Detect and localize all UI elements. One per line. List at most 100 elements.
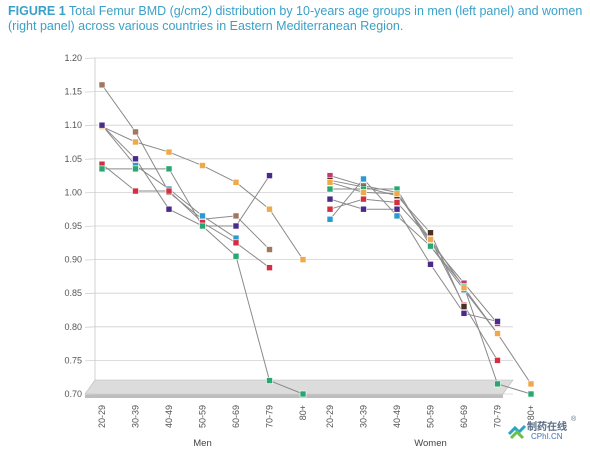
x-axis: 20-29 30-39 40-49 50-59 60-69 70-79 80+ Men 20-2… <box>97 405 536 449</box>
gridline-depth <box>84 225 96 227</box>
series-line-men-3 <box>101 124 270 227</box>
y-tick-label: 0.90 <box>64 255 82 265</box>
data-point-women-3-5 <box>494 357 501 364</box>
y-tick-label: 1.10 <box>64 120 82 130</box>
data-point-men-5-2 <box>165 165 173 173</box>
data-point-men-3-4 <box>232 222 240 230</box>
data-point-women-3-1 <box>360 195 367 203</box>
gridline-depth <box>84 393 96 395</box>
data-point-men-1-2 <box>165 148 173 156</box>
x-tick-label: 30-39 <box>359 405 369 428</box>
data-point-men-5-1 <box>132 165 139 173</box>
data-point-women-6-1 <box>360 189 367 196</box>
watermark-registered: ® <box>571 416 577 423</box>
data-point-men-1-1 <box>132 138 139 146</box>
y-tick-label: 0.70 <box>64 389 82 399</box>
x-tick-label: 40-49 <box>164 405 174 428</box>
data-point-men-3-5 <box>266 172 273 179</box>
x-tick-label: 80+ <box>298 405 308 420</box>
gridline-depth <box>84 259 96 261</box>
data-point-women-6-5 <box>494 330 501 337</box>
data-point-women-1-2 <box>393 212 401 220</box>
data-point-women-5-0 <box>326 185 334 193</box>
data-point-men-1-6 <box>299 256 307 263</box>
watermark-cn: 制药在线 <box>527 422 567 433</box>
cphi-logo-icon <box>507 424 527 440</box>
x-tick-label: 70-79 <box>265 405 275 428</box>
data-point-men-4-1 <box>132 187 139 195</box>
data-point-women-5-6 <box>527 390 535 398</box>
data-point-women-2-0 <box>326 195 334 203</box>
data-point-men-1-3 <box>199 162 206 169</box>
gridline-depth <box>84 91 96 93</box>
series-line-men-0 <box>101 84 270 250</box>
data-point-men-1-5 <box>266 205 273 213</box>
x-tick-label: 20-29 <box>325 405 335 428</box>
data-point-men-5-4 <box>232 252 240 260</box>
data-point-women-6-2 <box>393 190 401 198</box>
data-point-women-2-2 <box>393 205 401 213</box>
group-label: Men <box>193 438 211 449</box>
data-point-men-5-6 <box>299 390 307 398</box>
y-tick-label: 0.75 <box>64 355 82 365</box>
data-point-men-4-4 <box>232 239 240 247</box>
chart-floor <box>84 379 514 398</box>
data-point-men-0-0 <box>98 81 106 89</box>
data-point-men-1-4 <box>232 179 240 186</box>
data-point-women-2-1 <box>360 205 367 213</box>
x-tick-label: 60-69 <box>459 405 469 428</box>
data-point-women-5-3 <box>427 242 434 250</box>
data-point-men-3-2 <box>165 205 173 213</box>
data-point-men-4-5 <box>266 264 273 271</box>
data-point-men-2-3 <box>199 212 206 220</box>
data-point-men-5-0 <box>98 165 106 173</box>
x-tick-label: 60-69 <box>231 405 241 428</box>
chart-floor-edge <box>85 394 503 398</box>
gridline-depth <box>84 192 96 194</box>
gridline-depth <box>84 158 96 160</box>
data-point-women-1-0 <box>326 215 334 223</box>
data-point-men-5-3 <box>199 222 206 230</box>
data-point-women-1-1 <box>360 175 367 183</box>
y-tick-label: 0.95 <box>64 221 82 231</box>
data-point-men-5-5 <box>266 377 273 384</box>
x-tick-label: 50-59 <box>198 405 208 428</box>
x-tick-label: 70-79 <box>493 405 503 428</box>
chart-grid <box>84 57 513 395</box>
data-point-women-4-4 <box>460 303 468 310</box>
figure-caption: FIGURE 1 Total Femur BMD (g/cm2) distrib… <box>8 4 583 34</box>
figure-label: FIGURE 1 <box>8 4 66 18</box>
data-point-men-4-2 <box>165 187 173 195</box>
gridline-depth <box>84 326 96 328</box>
gridline-depth <box>84 57 96 59</box>
data-point-women-6-3 <box>427 236 434 243</box>
data-point-women-2-3 <box>427 261 434 268</box>
x-tick-label: 30-39 <box>131 405 141 428</box>
data-point-women-3-2 <box>393 199 401 206</box>
series-line-women-5 <box>330 188 532 395</box>
data-point-women-4-3 <box>427 229 434 237</box>
x-tick-label: 40-49 <box>392 405 402 428</box>
x-tick-label: 80+ <box>526 405 536 420</box>
watermark-logo: 制药在线 ® CPhI.CN <box>505 416 585 448</box>
x-tick-label: 50-59 <box>426 405 436 428</box>
series-line-women-6 <box>329 181 532 385</box>
data-point-women-2-5 <box>494 318 501 325</box>
data-point-men-3-1 <box>132 155 139 163</box>
series-line-women-3 <box>329 198 498 361</box>
data-point-women-3-0 <box>326 205 334 213</box>
gridline-depth <box>84 124 96 127</box>
series-line-men-1 <box>101 126 304 260</box>
figure-caption-text: Total Femur BMD (g/cm2) distribution by … <box>8 4 583 33</box>
y-tick-label: 0.80 <box>64 322 82 332</box>
data-point-women-6-0 <box>326 179 334 186</box>
data-point-women-6-6 <box>527 380 535 388</box>
data-point-men-0-4 <box>232 212 240 220</box>
data-point-women-5-5 <box>494 380 501 388</box>
data-point-men-3-0 <box>98 121 106 129</box>
series-line-men-4 <box>101 163 270 269</box>
y-tick-label: 1.15 <box>64 87 82 97</box>
x-tick-label: 20-29 <box>97 405 107 428</box>
y-axis: 1.20 1.15 1.10 1.05 1.00 0.95 0.90 0.85 0.80 0.75… <box>64 53 82 399</box>
